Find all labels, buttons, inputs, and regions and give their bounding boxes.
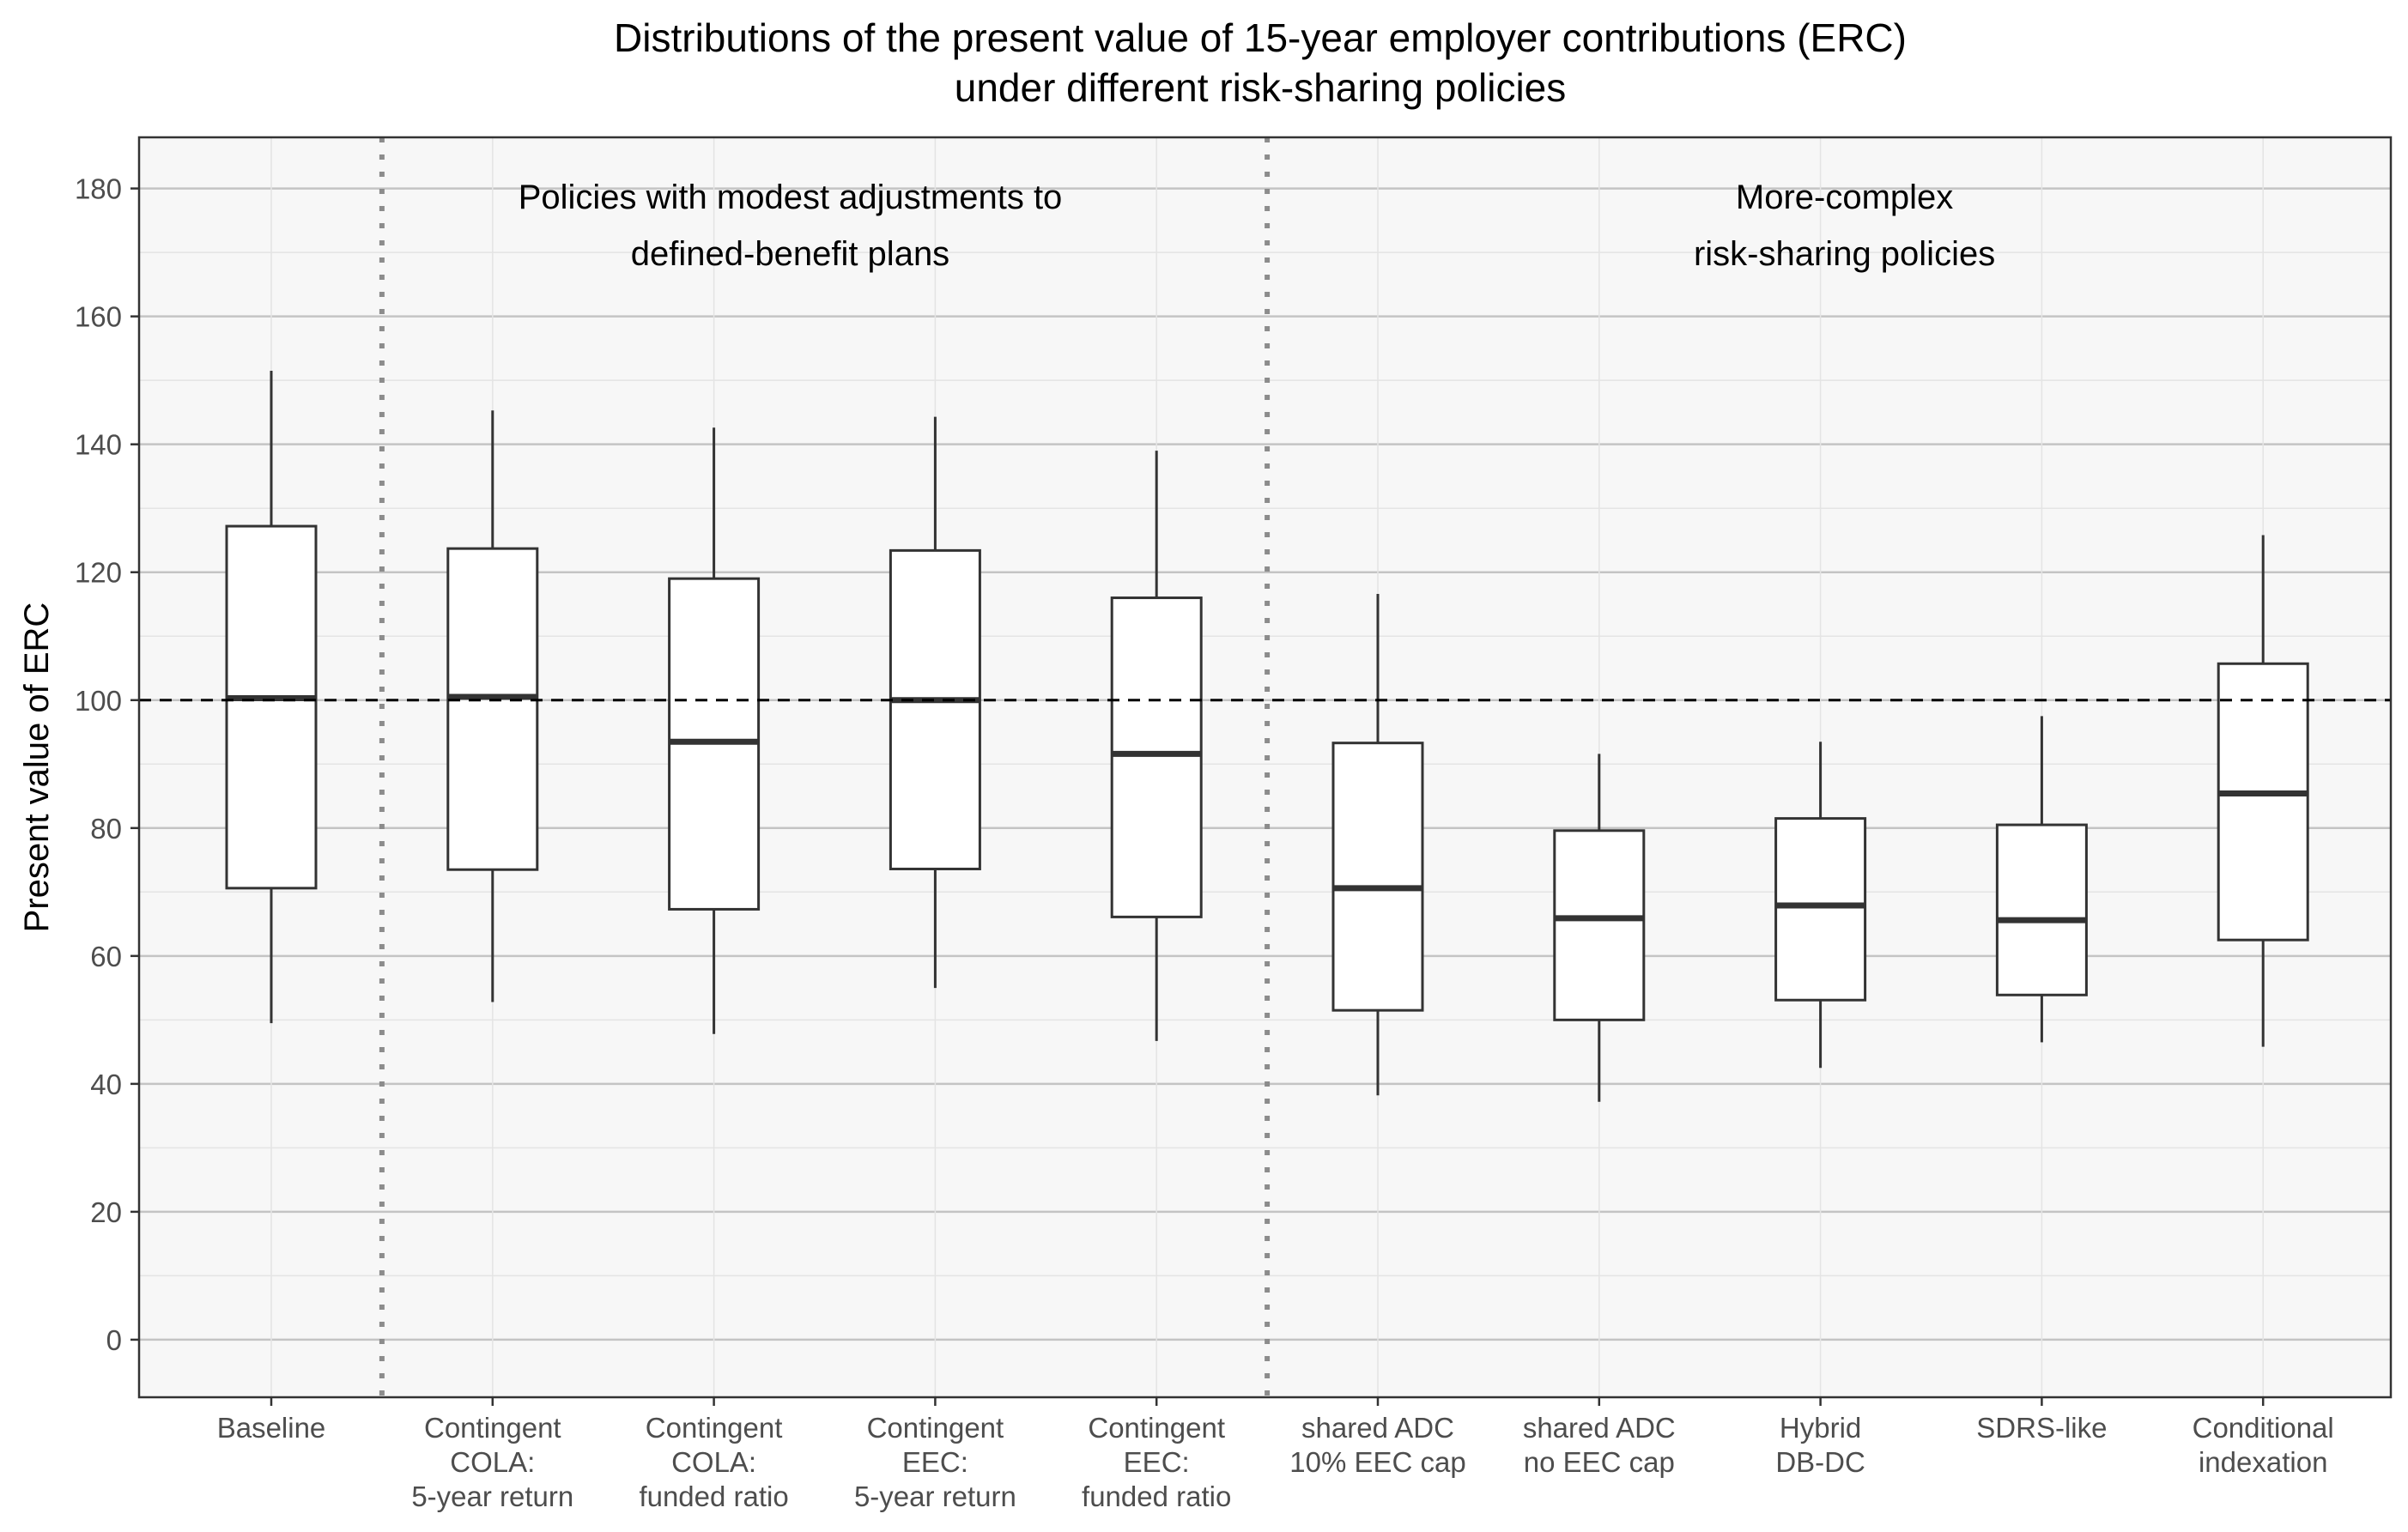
- y-tick-label: 60: [90, 941, 122, 972]
- boxes-layer: [225, 370, 2309, 1102]
- box-iqr: [2217, 662, 2309, 942]
- y-tick-label: 40: [90, 1069, 122, 1100]
- x-tick-label: Contingent EEC: funded ratio: [1082, 1412, 1231, 1512]
- box-iqr: [446, 547, 539, 871]
- boxplot-4: [889, 416, 981, 989]
- box-iqr: [225, 524, 318, 890]
- y-tick-label: 180: [75, 173, 122, 205]
- boxplot-2: [446, 410, 539, 1002]
- x-tick-label: SDRS-like: [1976, 1412, 2107, 1444]
- y-axis: 0 20 40 60 80 100 120 140 160 180: [75, 173, 139, 1356]
- group-label: More-complex risk-sharing policies: [1694, 179, 1995, 273]
- y-tick-label: 20: [90, 1196, 122, 1228]
- plot-border: [137, 136, 2393, 1399]
- boxplot-10: [2217, 535, 2309, 1047]
- y-tick-label: 0: [106, 1324, 122, 1356]
- boxplot-7: [1553, 754, 1646, 1102]
- y-tick-label: 160: [75, 301, 122, 333]
- boxplot-8: [1774, 742, 1867, 1069]
- x-tick-label: Conditional indexation: [2193, 1412, 2334, 1478]
- chart-title: Distributions of the present value of 15…: [614, 15, 1907, 110]
- x-tick-label: Hybrid DB-DC: [1775, 1412, 1865, 1478]
- x-tick-label: shared ADC 10% EEC cap: [1289, 1412, 1465, 1478]
- y-tick-label: 120: [75, 557, 122, 589]
- box-iqr: [1331, 742, 1424, 1012]
- x-tick-label: Contingent COLA: 5-year return: [411, 1412, 573, 1512]
- x-tick-label: Contingent COLA: funded ratio: [639, 1412, 788, 1512]
- y-axis-label: Present value of ERC: [18, 603, 56, 933]
- group-labels: Policies with modest adjustments to defin…: [519, 179, 1996, 273]
- y-tick-label: 140: [75, 429, 122, 461]
- box-iqr: [1995, 823, 2088, 996]
- box-iqr: [1774, 817, 1867, 1002]
- y-tick-label: 80: [90, 813, 122, 845]
- boxplot-1: [225, 370, 318, 1024]
- y-tick-label: 100: [75, 685, 122, 717]
- box-iqr: [1110, 596, 1203, 918]
- x-tick-label: Baseline: [217, 1412, 326, 1444]
- boxplot-6: [1331, 594, 1424, 1096]
- x-tick-label: Contingent EEC: 5-year return: [854, 1412, 1016, 1512]
- group-separators: [379, 137, 1271, 1397]
- boxplot-5: [1110, 451, 1203, 1041]
- x-axis: Baseline Contingent COLA: 5-year return Cont…: [217, 1397, 2334, 1512]
- box-iqr: [1553, 829, 1646, 1021]
- boxplot-3: [668, 427, 761, 1034]
- boxplot-9: [1995, 716, 2088, 1043]
- x-tick-label: shared ADC no EEC cap: [1523, 1412, 1676, 1478]
- group-label: Policies with modest adjustments to defin…: [519, 179, 1063, 273]
- box-iqr: [889, 548, 981, 870]
